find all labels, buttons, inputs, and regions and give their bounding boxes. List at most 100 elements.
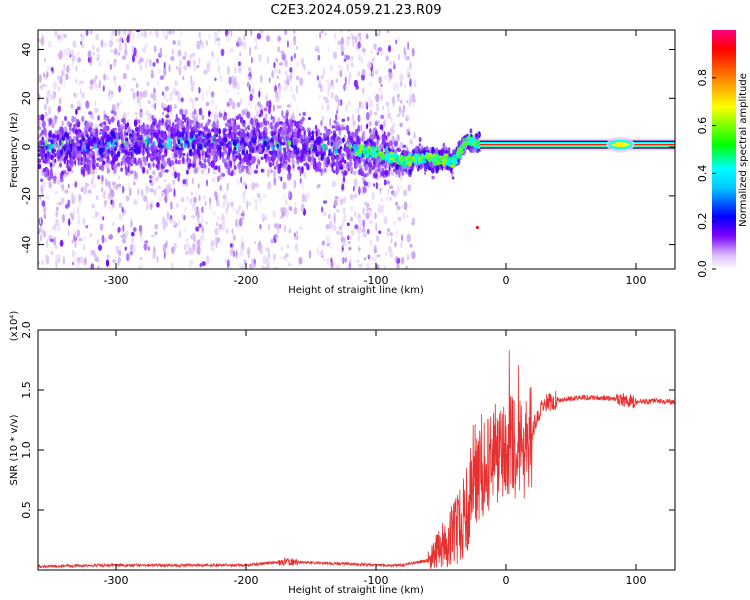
heatmap-cell: [249, 171, 253, 175]
heatmap-y-axis-label: Frequency (Hz): [9, 112, 20, 188]
heatmap-cell: [105, 178, 108, 187]
heatmap-cell: [149, 203, 153, 210]
heatmap-cell: [212, 110, 215, 118]
heatmap-cell: [38, 140, 41, 148]
heatmap-cell: [378, 47, 382, 52]
heatmap-cell: [114, 142, 118, 146]
heatmap-cell: [300, 181, 305, 190]
heatmap-cell: [343, 145, 347, 152]
heatmap-cell: [398, 155, 402, 162]
heatmap-cell: [444, 153, 449, 158]
heatmap-cell: [326, 256, 330, 266]
heatmap-cell: [105, 163, 110, 169]
heatmap-cell: [120, 234, 123, 238]
heatmap-cell: [38, 126, 42, 131]
heatmap-cell: [192, 144, 195, 150]
heatmap-cell: [85, 144, 90, 152]
heatmap-cell: [122, 145, 126, 152]
heatmap-cell: [237, 36, 242, 43]
heatmap-cell: [63, 126, 68, 132]
heatmap-cell: [90, 133, 92, 137]
heatmap-cell: [331, 141, 333, 147]
heatmap-cell: [339, 166, 344, 170]
heatmap-cell: [125, 168, 128, 176]
heatmap-cell: [366, 123, 369, 129]
heatmap-cell: [135, 161, 138, 166]
heatmap-cell: [61, 120, 64, 127]
heatmap-cell: [380, 204, 385, 211]
heatmap-cell: [46, 195, 50, 201]
heatmap-cell: [206, 171, 208, 177]
heatmap-cell: [389, 249, 394, 258]
heatmap-cell: [201, 156, 204, 160]
heatmap-cell: [373, 142, 376, 147]
heatmap-cell: [299, 124, 304, 130]
heatmap-cell: [279, 121, 283, 125]
heatmap-cell: [379, 161, 382, 165]
heatmap-cell: [215, 120, 220, 129]
heatmap-cell: [365, 212, 370, 220]
heatmap-cell: [272, 153, 277, 161]
heatmap-cell: [350, 32, 354, 37]
heatmap-cell: [112, 199, 115, 206]
heatmap-cell: [53, 143, 58, 150]
heatmap-cell: [184, 108, 188, 116]
heatmap-cell: [136, 90, 140, 98]
heatmap-cell: [172, 179, 176, 186]
heatmap-cell: [230, 201, 234, 207]
heatmap-cell: [123, 161, 128, 166]
heatmap-cell: [265, 94, 268, 101]
heatmap-cell: [113, 58, 117, 63]
heatmap-cell: [414, 155, 419, 162]
carrier-bulge-core: [611, 142, 630, 148]
heatmap-cell: [373, 111, 378, 116]
x-tick-label: 0: [503, 274, 510, 287]
heatmap-cell: [131, 45, 134, 54]
heatmap-cell: [145, 185, 149, 195]
heatmap-cell: [38, 227, 42, 234]
heatmap-cell: [95, 210, 97, 219]
heatmap-cell: [38, 114, 42, 121]
heatmap-cell: [109, 161, 114, 165]
heatmap-cell: [242, 216, 245, 221]
heatmap-cell: [180, 97, 184, 103]
heatmap-cell: [396, 205, 401, 211]
heatmap-cell: [474, 133, 479, 138]
heatmap-cell: [331, 136, 335, 141]
heatmap-cell: [384, 153, 390, 160]
heatmap-cell: [375, 48, 379, 53]
heatmap-cell: [379, 124, 383, 130]
heatmap-cell: [230, 30, 233, 37]
heatmap-cell: [375, 235, 380, 242]
heatmap-cell: [158, 171, 163, 178]
heatmap-cell: [94, 128, 99, 134]
heatmap-cell: [39, 85, 44, 90]
heatmap-cell: [120, 167, 123, 172]
heatmap-cell: [238, 168, 243, 174]
heatmap-cell: [156, 58, 159, 64]
heatmap-cell: [221, 172, 225, 177]
heatmap-cell: [253, 198, 259, 205]
heatmap-cell: [339, 231, 344, 236]
heatmap-cell: [263, 120, 268, 126]
heatmap-cell: [283, 193, 286, 199]
heatmap-cell: [94, 75, 98, 80]
heatmap-cell: [114, 114, 119, 121]
heatmap-cell: [70, 221, 73, 226]
heatmap-cell: [39, 216, 42, 225]
heatmap-cell: [163, 251, 166, 259]
heatmap-cell: [187, 132, 191, 140]
heatmap-cell: [383, 216, 388, 225]
heatmap-cell: [124, 30, 127, 36]
heatmap-cell: [170, 132, 175, 139]
heatmap-cell: [204, 158, 207, 163]
heatmap-cell: [293, 37, 296, 46]
heatmap-cell: [290, 151, 294, 159]
heatmap-cell: [463, 141, 468, 146]
heatmap-cell: [346, 222, 350, 226]
heatmap-cell: [369, 133, 375, 140]
heatmap-cell: [221, 151, 225, 159]
heatmap-cell: [220, 239, 223, 247]
heatmap-cell: [335, 121, 339, 127]
heatmap-cell: [375, 222, 378, 232]
